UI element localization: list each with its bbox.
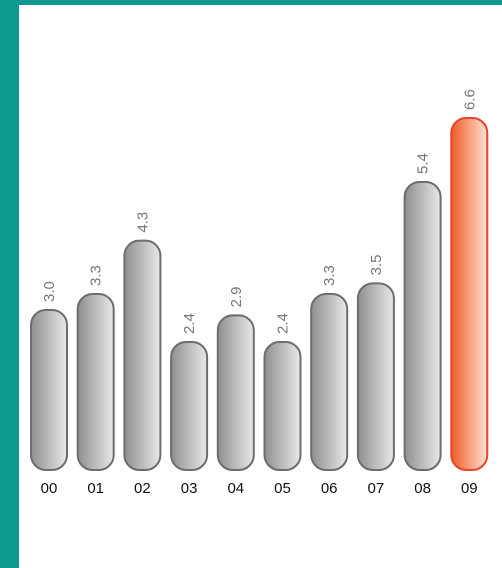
x-tick-label: 09	[461, 480, 478, 497]
x-tick-label: 03	[181, 480, 198, 497]
bar-01	[76, 293, 115, 471]
x-tick-labels: 00 01 02 03 04 05 06 07 08 09	[41, 480, 478, 497]
x-tick-label: 00	[41, 480, 58, 497]
bar-09	[450, 117, 489, 471]
x-tick-label: 08	[414, 480, 431, 497]
value-label: 3.3	[321, 265, 338, 286]
value-label: 4.3	[134, 212, 151, 233]
x-tick-label: 02	[134, 480, 151, 497]
x-tick-label: 07	[368, 480, 385, 497]
value-label: 2.4	[181, 313, 198, 334]
bars-group	[30, 117, 489, 472]
x-tick-label: 04	[227, 480, 244, 497]
bar-08	[403, 181, 442, 471]
bar-05	[263, 341, 302, 471]
bar-04	[216, 314, 255, 472]
value-label: 3.3	[88, 265, 105, 286]
value-label: 2.9	[228, 286, 245, 307]
value-label: 5.4	[415, 153, 432, 174]
value-label: 3.5	[368, 254, 385, 275]
bar-02	[123, 239, 162, 471]
value-label: 2.4	[275, 313, 292, 334]
bar-07	[356, 282, 395, 472]
value-label: 6.6	[461, 89, 478, 110]
bar-00	[30, 309, 68, 471]
bar-06	[310, 293, 349, 471]
bar-03	[170, 341, 209, 471]
x-tick-label: 01	[87, 480, 104, 497]
value-label: 3.0	[41, 281, 58, 302]
x-tick-label: 06	[321, 480, 338, 497]
x-tick-label: 05	[274, 480, 291, 497]
value-labels: 3.0 3.3 4.3 2.4 2.9 2.4 3.3 3.5 5.4 6.6	[41, 89, 478, 334]
